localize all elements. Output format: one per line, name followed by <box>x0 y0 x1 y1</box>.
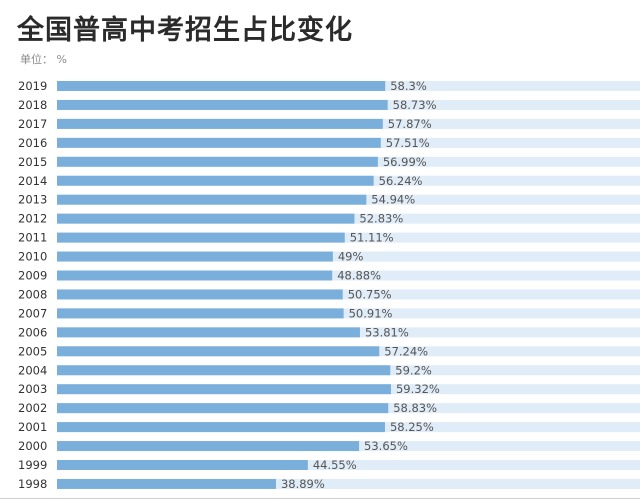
bar-2005 <box>57 346 380 357</box>
bar-2004 <box>57 365 391 376</box>
bar-track <box>57 232 640 243</box>
bar-2000 <box>57 441 360 452</box>
bar-1999 <box>57 460 308 470</box>
bar-2010 <box>57 251 333 262</box>
value-label: 53.65% <box>364 439 408 453</box>
value-label: 58.83% <box>393 401 437 415</box>
bar-2003 <box>57 384 391 395</box>
value-label: 58.73% <box>393 98 437 112</box>
bar-track <box>57 289 640 300</box>
year-tick-label: 2004 <box>18 363 47 377</box>
bar-2013 <box>57 194 367 205</box>
year-tick-label: 1999 <box>18 458 47 472</box>
value-label: 44.55% <box>313 458 357 472</box>
value-label: 57.87% <box>388 117 432 131</box>
bar-2019 <box>57 81 386 91</box>
bar-2014 <box>57 175 374 186</box>
year-tick-label: 2003 <box>18 382 47 396</box>
bottom-divider <box>0 498 640 499</box>
bar-2018 <box>57 99 388 110</box>
year-tick-label: 2012 <box>18 212 47 226</box>
value-label: 59.2% <box>395 363 432 377</box>
bar-track <box>57 460 640 470</box>
bar-2007 <box>57 308 344 319</box>
bar-2008 <box>57 289 343 300</box>
bar-2015 <box>57 156 378 167</box>
year-tick-label: 1998 <box>18 477 47 491</box>
value-label: 51.11% <box>350 231 394 245</box>
bar-1998 <box>57 478 276 489</box>
value-label: 52.83% <box>359 212 403 226</box>
year-tick-label: 2016 <box>18 136 47 150</box>
year-tick-label: 2015 <box>18 155 47 169</box>
bar-track <box>57 251 640 262</box>
value-label: 48.88% <box>337 269 381 283</box>
value-label: 57.24% <box>384 344 428 358</box>
value-label: 38.89% <box>281 477 325 491</box>
unit-label: 单位： % <box>20 53 67 66</box>
bar-track <box>57 478 640 489</box>
year-tick-label: 2014 <box>18 174 47 188</box>
bar-2012 <box>57 213 355 224</box>
year-tick-label: 2010 <box>18 250 47 264</box>
bar-2006 <box>57 327 360 338</box>
value-label: 56.99% <box>383 155 427 169</box>
value-label: 58.3% <box>390 79 427 93</box>
year-tick-label: 2011 <box>18 231 47 245</box>
year-tick-label: 2000 <box>18 439 47 453</box>
bar-2011 <box>57 232 345 243</box>
bar-2017 <box>57 118 383 129</box>
bar-track <box>57 308 640 319</box>
year-tick-label: 2002 <box>18 401 47 415</box>
value-label: 57.51% <box>386 136 430 150</box>
year-tick-label: 2005 <box>18 344 47 358</box>
year-tick-label: 2013 <box>18 193 47 207</box>
bar-track <box>57 270 640 281</box>
bar-2002 <box>57 403 389 414</box>
year-tick-label: 2017 <box>18 117 47 131</box>
year-tick-label: 2009 <box>18 269 47 283</box>
value-label: 53.81% <box>365 325 409 339</box>
chart-title: 全国普高中考招生占比变化 <box>17 15 353 46</box>
value-label: 59.32% <box>396 382 440 396</box>
year-tick-label: 2001 <box>18 420 47 434</box>
bar-2016 <box>57 137 381 148</box>
value-label: 50.91% <box>349 306 393 320</box>
value-label: 49% <box>338 250 364 264</box>
value-label: 50.75% <box>348 287 392 301</box>
year-tick-label: 2018 <box>18 98 47 112</box>
value-label: 58.25% <box>390 420 434 434</box>
value-label: 54.94% <box>371 193 415 207</box>
bar-2009 <box>57 270 333 281</box>
year-tick-label: 2008 <box>18 287 47 301</box>
value-label: 56.24% <box>379 174 423 188</box>
year-tick-label: 2006 <box>18 325 47 339</box>
year-tick-label: 2007 <box>18 306 47 320</box>
bar-2001 <box>57 422 385 433</box>
year-tick-label: 2019 <box>18 79 47 93</box>
